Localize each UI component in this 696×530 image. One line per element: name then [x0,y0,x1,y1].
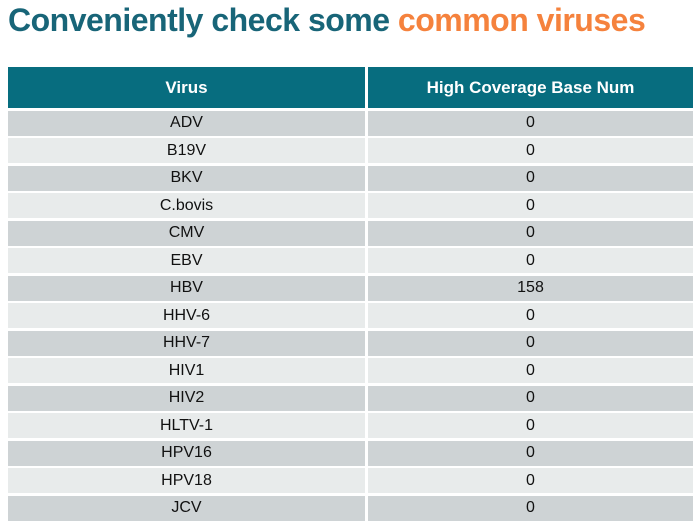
virus-cell: CMV [8,220,365,246]
virus-cell: BKV [8,165,365,191]
virus-cell: HPV16 [8,440,365,466]
page-title: Conveniently check some common viruses [8,0,646,40]
virus-cell: C.bovis [8,193,365,218]
value-cell: 0 [368,413,693,438]
column-header-virus: Virus [8,67,365,108]
virus-table: Virus High Coverage Base Num ADV 0 B19V 0 BK… [8,67,693,521]
value-cell: 0 [368,248,693,273]
value-cell: 0 [368,110,693,136]
virus-cell: HHV-7 [8,330,365,356]
value-cell: 0 [368,165,693,191]
virus-cell: HLTV-1 [8,413,365,438]
value-cell: 0 [368,468,693,493]
value-cell: 0 [368,358,693,383]
virus-cell: HPV18 [8,468,365,493]
page-title-highlight: common viruses [397,2,646,38]
value-cell: 158 [368,275,693,301]
virus-cell: JCV [8,495,365,521]
virus-cell: HBV [8,275,365,301]
virus-cell: ADV [8,110,365,136]
value-cell: 0 [368,220,693,246]
value-cell: 0 [368,138,693,163]
value-cell: 0 [368,330,693,356]
column-header-high-coverage-base-num: High Coverage Base Num [368,67,693,108]
virus-cell: HIV1 [8,358,365,383]
value-cell: 0 [368,303,693,328]
value-cell: 0 [368,193,693,218]
value-cell: 0 [368,495,693,521]
virus-cell: EBV [8,248,365,273]
virus-cell: HHV-6 [8,303,365,328]
virus-cell: B19V [8,138,365,163]
value-cell: 0 [368,385,693,411]
page-title-prefix: Conveniently check some [8,2,398,38]
value-cell: 0 [368,440,693,466]
virus-cell: HIV2 [8,385,365,411]
